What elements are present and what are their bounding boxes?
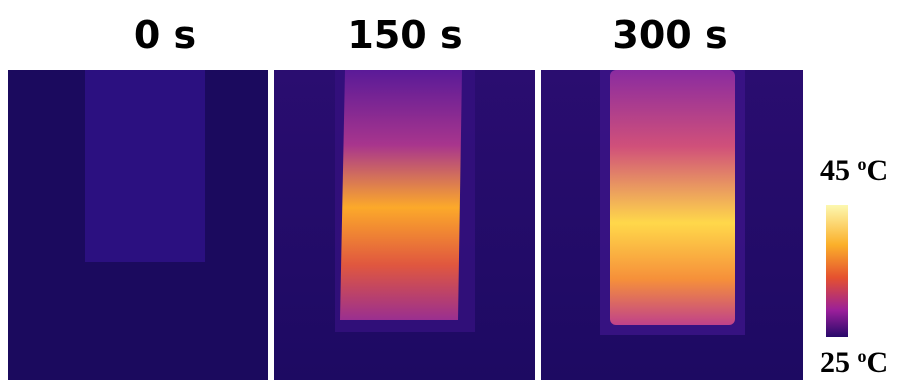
- figure: 0 s 150 s 300 s 45 oC 25 oC: [0, 0, 911, 380]
- thermal-image: [274, 70, 535, 380]
- unit: C: [867, 346, 889, 379]
- colorbar-min: 25 oC: [820, 346, 888, 379]
- colorbar-max: 45 oC: [820, 154, 888, 187]
- max-value: 45: [820, 154, 850, 187]
- thermal-image: [8, 70, 268, 380]
- min-value: 25: [820, 346, 850, 379]
- degree: o: [858, 346, 867, 366]
- degree: o: [858, 154, 867, 174]
- panel-label: 150 s: [347, 13, 462, 57]
- panel-label: 0 s: [134, 13, 196, 57]
- panel-label: 300 s: [612, 13, 727, 57]
- unit: C: [867, 154, 889, 187]
- colorbar: [826, 205, 848, 337]
- thermal-image: [541, 70, 803, 380]
